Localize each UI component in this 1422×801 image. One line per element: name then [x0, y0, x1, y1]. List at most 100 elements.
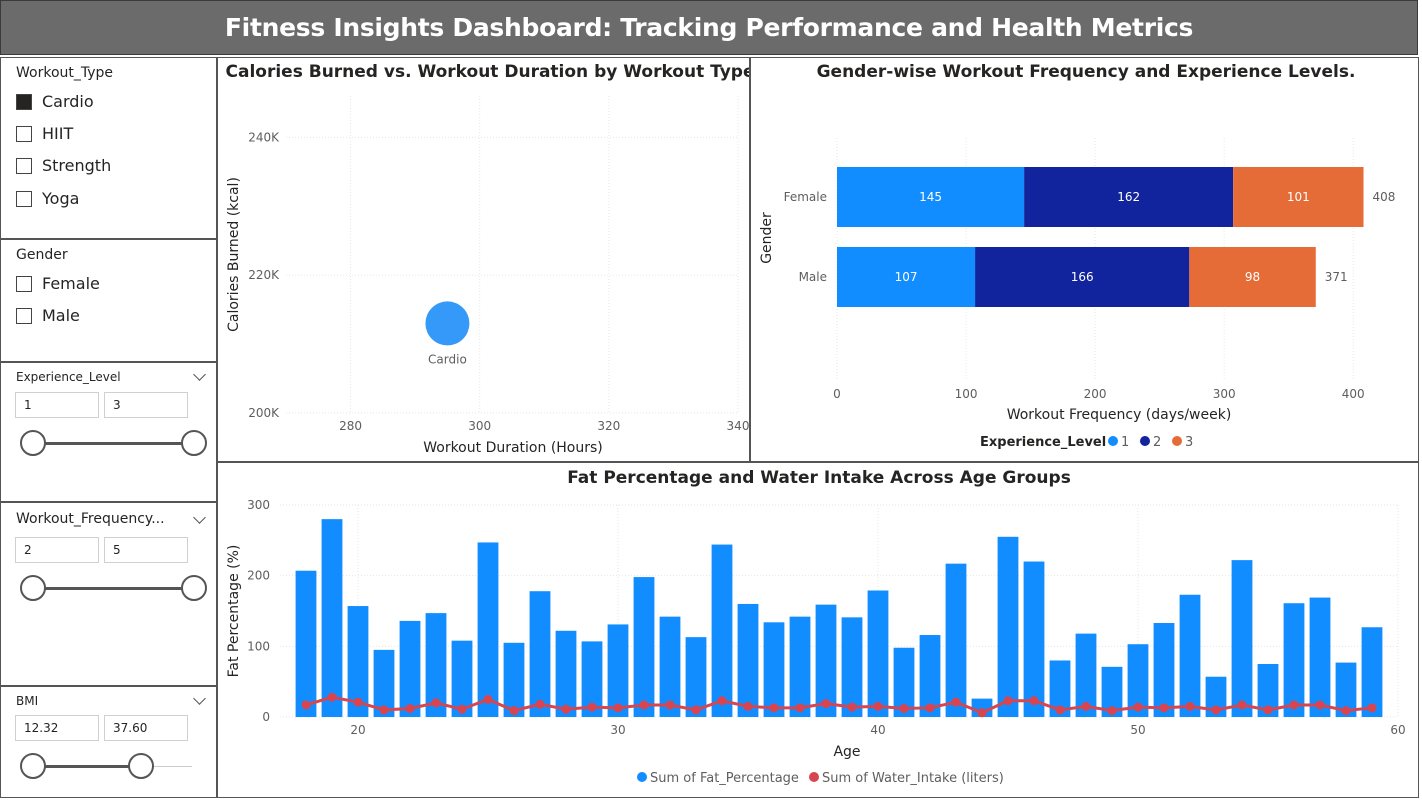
bar[interactable] [763, 622, 785, 717]
line-point[interactable] [1367, 703, 1377, 713]
line-point[interactable] [1263, 705, 1273, 715]
bar-segment[interactable] [837, 167, 1025, 227]
bar[interactable] [503, 642, 525, 717]
workout-type-option-cardio[interactable]: Cardio [16, 92, 94, 111]
bar[interactable] [945, 563, 967, 717]
bar[interactable] [529, 591, 551, 717]
bmi-min-input[interactable]: 12.32 [15, 715, 99, 741]
bar[interactable] [659, 616, 681, 717]
bar[interactable] [1179, 594, 1201, 717]
line-point[interactable] [1185, 701, 1195, 711]
bar[interactable] [425, 613, 447, 717]
line-point[interactable] [1315, 700, 1325, 710]
bar[interactable] [373, 649, 395, 717]
chevron-down-icon[interactable] [193, 368, 206, 381]
line-point[interactable] [561, 704, 571, 714]
line-point[interactable] [1159, 703, 1169, 713]
slider-track[interactable] [33, 587, 194, 590]
bar[interactable] [607, 624, 629, 717]
bar[interactable] [919, 635, 941, 717]
bar[interactable] [997, 536, 1019, 717]
bar[interactable] [1205, 676, 1227, 717]
bar[interactable] [555, 630, 577, 717]
bar[interactable] [1023, 561, 1045, 717]
bar[interactable] [1309, 597, 1331, 717]
bar[interactable] [685, 637, 707, 717]
bar[interactable] [1361, 627, 1383, 717]
line-point[interactable] [743, 701, 753, 711]
line-point[interactable] [691, 705, 701, 715]
bar[interactable] [1231, 560, 1253, 717]
bar[interactable] [477, 542, 499, 717]
bar[interactable] [711, 544, 733, 717]
legend-marker[interactable] [1108, 436, 1118, 446]
experience-level-min-input[interactable]: 1 [15, 392, 99, 418]
line-point[interactable] [769, 703, 779, 713]
slider-track[interactable] [33, 442, 194, 445]
bar[interactable] [971, 698, 993, 717]
checkbox-icon[interactable] [16, 157, 32, 174]
bar[interactable] [1049, 660, 1071, 717]
legend-marker[interactable] [809, 772, 819, 782]
legend-marker[interactable] [1140, 436, 1150, 446]
bar[interactable] [399, 620, 421, 717]
line-point[interactable] [665, 700, 675, 710]
bar[interactable] [1283, 603, 1305, 717]
bar[interactable] [581, 641, 603, 717]
gender-option-female[interactable]: Female [16, 274, 100, 293]
line-point[interactable] [353, 697, 363, 707]
bar-segment[interactable] [975, 247, 1190, 307]
line-point[interactable] [1133, 702, 1143, 712]
bar-segment[interactable] [837, 247, 976, 307]
workout-type-option-hiit[interactable]: HIIT [16, 124, 73, 143]
line-point[interactable] [847, 702, 857, 712]
gender-option-male[interactable]: Male [16, 306, 80, 325]
line-point[interactable] [1003, 696, 1013, 706]
bar[interactable] [867, 590, 889, 717]
checkbox-icon[interactable] [16, 275, 32, 292]
line-point[interactable] [379, 705, 389, 715]
slider-max-handle[interactable] [181, 575, 207, 601]
line-point[interactable] [639, 700, 649, 710]
checkbox-icon[interactable] [16, 307, 32, 324]
line-point[interactable] [1107, 706, 1117, 716]
line-point[interactable] [977, 708, 987, 718]
line-point[interactable] [925, 703, 935, 713]
bar[interactable] [633, 577, 655, 717]
slider-max-handle[interactable] [181, 430, 207, 456]
line-point[interactable] [613, 703, 623, 713]
bar[interactable] [893, 647, 915, 717]
line-point[interactable] [301, 700, 311, 710]
bar-segment[interactable] [1233, 167, 1364, 227]
line-point[interactable] [821, 699, 831, 709]
line-point[interactable] [405, 704, 415, 714]
bar[interactable] [321, 519, 343, 717]
bar[interactable] [815, 604, 837, 717]
chevron-down-icon[interactable] [193, 511, 206, 524]
line-point[interactable] [951, 697, 961, 707]
bar[interactable] [1101, 666, 1123, 717]
bar[interactable] [1127, 644, 1149, 717]
bar[interactable] [841, 617, 863, 717]
checkbox-icon[interactable] [16, 190, 32, 207]
line-point[interactable] [1289, 700, 1299, 710]
slider-min-handle[interactable] [20, 430, 46, 456]
slider-min-handle[interactable] [20, 575, 46, 601]
legend-marker[interactable] [1172, 436, 1182, 446]
line-point[interactable] [431, 698, 441, 708]
scatter-point[interactable] [425, 301, 470, 346]
experience-level-max-input[interactable]: 3 [104, 392, 188, 418]
line-point[interactable] [1211, 705, 1221, 715]
legend-marker[interactable] [637, 772, 647, 782]
line-point[interactable] [1029, 696, 1039, 706]
line-point[interactable] [327, 692, 337, 702]
line-point[interactable] [1055, 705, 1065, 715]
line-point[interactable] [587, 702, 597, 712]
bar-segment[interactable] [1024, 167, 1234, 227]
workout-frequency-min-input[interactable]: 2 [15, 537, 99, 563]
bar[interactable] [789, 616, 811, 717]
line-point[interactable] [457, 704, 467, 714]
slider-max-handle[interactable] [128, 753, 154, 779]
bar[interactable] [1335, 662, 1357, 717]
line-point[interactable] [1341, 706, 1351, 716]
